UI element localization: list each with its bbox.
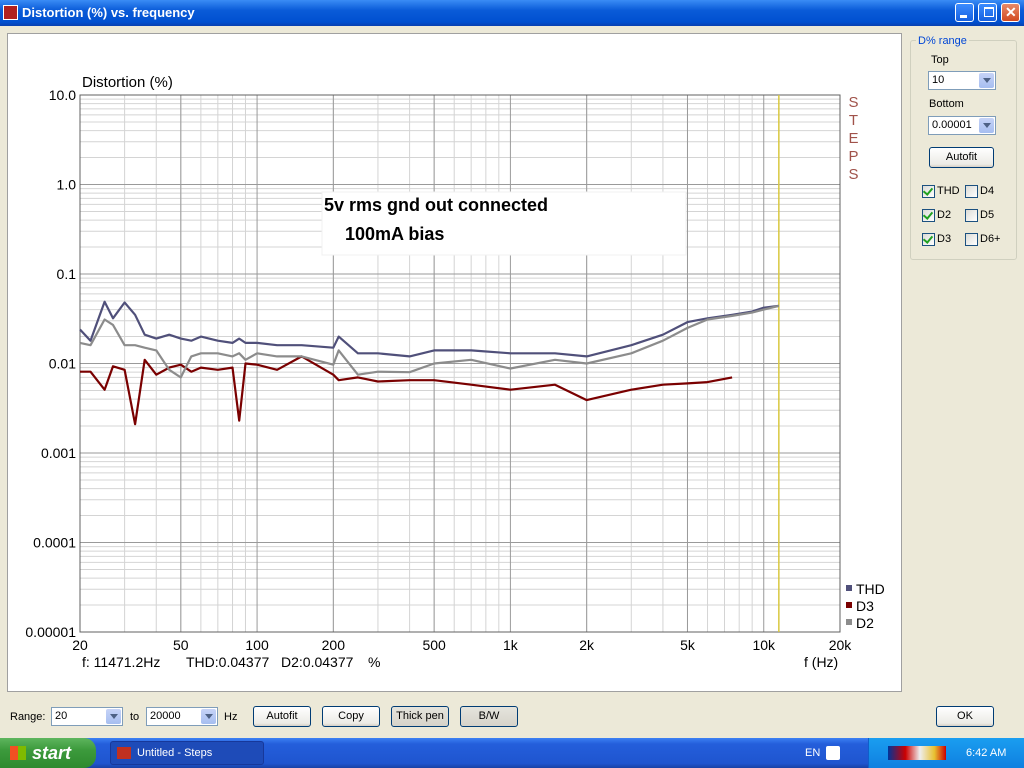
y-tick-label: 0.00001 — [25, 624, 76, 640]
x-tick-label: 5k — [680, 637, 696, 653]
series-line — [79, 300, 779, 358]
bottom-label: Bottom — [929, 98, 964, 110]
series-line — [79, 304, 780, 379]
x-tick-label: 10k — [752, 637, 776, 653]
legend-swatch — [846, 619, 852, 625]
annotation-box — [321, 191, 687, 256]
cursor-readout: % — [368, 654, 380, 670]
x-tick-label: 20k — [829, 637, 853, 653]
button[interactable]: Copy — [322, 706, 380, 727]
checkbox-label: D5 — [980, 209, 995, 221]
checkbox-label: THD — [937, 185, 960, 197]
ok-button[interactable]: OK — [936, 706, 994, 727]
checkbox[interactable] — [922, 185, 935, 198]
checkbox-label: D3 — [937, 233, 952, 245]
x-tick-label: 1k — [503, 637, 519, 653]
language: EN — [805, 747, 821, 759]
y-tick-label: 0.001 — [41, 445, 76, 461]
x-axis-label: f (Hz) — [804, 654, 838, 670]
range-from[interactable]: 20 — [51, 707, 123, 726]
legend-swatch — [846, 585, 852, 591]
x-tick-label: 500 — [422, 637, 446, 653]
taskbar: start Untitled - Steps EN 6:42 AM — [0, 738, 1024, 768]
x-tick-label: 100 — [245, 637, 269, 653]
task-icon — [117, 747, 131, 759]
checkbox-label: D4 — [980, 185, 995, 197]
top-label: Top — [931, 54, 949, 66]
legend-swatch — [846, 602, 852, 608]
tray-icons — [888, 746, 946, 760]
top-select[interactable]: 10 — [928, 71, 996, 90]
x-tick-label: 2k — [579, 637, 595, 653]
unit-label: Hz — [224, 711, 238, 723]
cursor-readout: THD:0.04377 — [186, 654, 269, 670]
checkbox[interactable] — [922, 209, 935, 222]
group-title: D% range — [916, 35, 969, 47]
series-line — [80, 355, 733, 426]
clock: 6:42 AM — [966, 747, 1007, 759]
minimize-button[interactable] — [955, 3, 974, 22]
plot-frame — [79, 94, 841, 633]
windows-logo — [10, 746, 26, 760]
annotation: 5v rms gnd out connected — [324, 195, 548, 215]
brand-logo: STEPS — [845, 94, 862, 184]
to-label: to — [130, 711, 140, 723]
cursor-readout: f: 11471.2Hz — [82, 654, 160, 670]
top-value: 10 — [932, 74, 945, 86]
legend-label: D3 — [856, 598, 874, 614]
x-tick-label: 20 — [72, 637, 88, 653]
range-from-value: 20 — [55, 710, 68, 722]
title-bar: Distortion (%) vs. frequency ✕ — [0, 0, 1024, 26]
checkbox[interactable] — [965, 209, 978, 222]
y-axis-label: Distortion (%) — [82, 74, 173, 91]
autofit-button[interactable]: Autofit — [929, 147, 994, 168]
x-tick-label: 50 — [173, 637, 189, 653]
range-to[interactable]: 20000 — [146, 707, 218, 726]
checkbox-label: D2 — [937, 209, 952, 221]
y-tick-label: 0.01 — [49, 356, 76, 372]
cursor-readout: D2:0.04377 — [281, 654, 354, 670]
checkbox[interactable] — [965, 233, 978, 246]
bottom-select[interactable]: 0.00001 — [928, 116, 996, 135]
y-tick-label: 1.0 — [57, 177, 77, 193]
range-label: Range: — [10, 711, 46, 723]
y-tick-label: 0.1 — [57, 266, 77, 282]
annotation: 100mA bias — [345, 224, 444, 244]
restore-button[interactable] — [978, 3, 997, 22]
button[interactable]: B/W — [460, 706, 518, 727]
help-icon — [826, 746, 840, 760]
checkbox-label: D6+ — [980, 233, 1001, 245]
checkbox[interactable] — [965, 185, 978, 198]
y-tick-label: 0.0001 — [33, 535, 76, 551]
button[interactable]: Autofit — [253, 706, 311, 727]
legend-label: D2 — [856, 615, 874, 631]
close-button[interactable]: ✕ — [1001, 3, 1020, 22]
range-to-value: 20000 — [150, 710, 181, 722]
checkbox[interactable] — [922, 233, 935, 246]
bottom-value: 0.00001 — [932, 119, 972, 131]
x-tick-label: 200 — [322, 637, 346, 653]
app-icon — [3, 5, 18, 20]
window-title: Distortion (%) vs. frequency — [22, 5, 195, 20]
y-tick-label: 10.0 — [49, 87, 76, 103]
button[interactable]: Thick pen — [391, 706, 449, 727]
taskbar-item[interactable]: Untitled - Steps — [110, 741, 264, 765]
legend-label: THD — [856, 581, 885, 597]
